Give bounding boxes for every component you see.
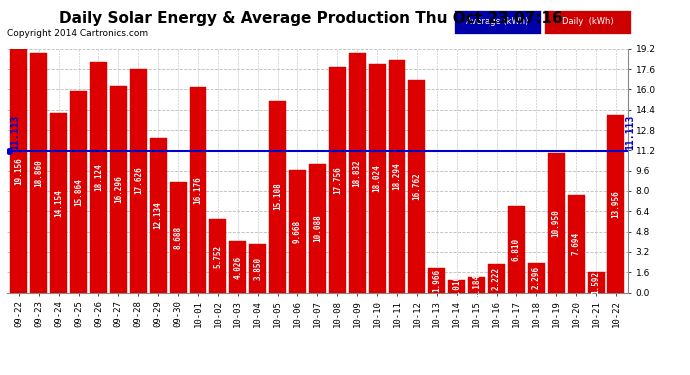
Text: 18.860: 18.860 xyxy=(34,159,43,187)
Text: 1.592: 1.592 xyxy=(591,271,600,294)
Bar xyxy=(348,53,366,292)
Bar xyxy=(408,80,425,292)
Text: 6.810: 6.810 xyxy=(512,238,521,261)
Text: 19.156: 19.156 xyxy=(14,157,23,185)
Text: 10.088: 10.088 xyxy=(313,214,322,242)
Bar xyxy=(548,153,564,292)
Bar xyxy=(469,278,485,292)
Text: 8.688: 8.688 xyxy=(174,226,183,249)
Text: Daily  (kWh): Daily (kWh) xyxy=(562,17,613,26)
Bar xyxy=(110,86,127,292)
Text: 9.668: 9.668 xyxy=(293,220,302,243)
Bar xyxy=(607,116,624,292)
Bar xyxy=(309,164,326,292)
Text: 1.016: 1.016 xyxy=(452,274,461,298)
FancyBboxPatch shape xyxy=(454,10,541,34)
Bar xyxy=(568,195,584,292)
Text: 15.108: 15.108 xyxy=(273,183,282,210)
Text: 17.756: 17.756 xyxy=(333,166,342,194)
Bar xyxy=(249,244,266,292)
Text: 18.024: 18.024 xyxy=(373,164,382,192)
Text: 7.694: 7.694 xyxy=(571,232,581,255)
Text: 1.184: 1.184 xyxy=(472,273,481,297)
Text: 12.134: 12.134 xyxy=(154,202,163,229)
Bar xyxy=(329,67,346,292)
Bar xyxy=(269,101,286,292)
Text: Copyright 2014 Cartronics.com: Copyright 2014 Cartronics.com xyxy=(7,29,148,38)
Bar xyxy=(170,182,186,292)
Bar xyxy=(210,219,226,292)
Text: 16.176: 16.176 xyxy=(193,176,202,204)
Text: 18.832: 18.832 xyxy=(353,159,362,187)
Text: 15.864: 15.864 xyxy=(74,178,83,206)
Text: 2.296: 2.296 xyxy=(532,266,541,290)
Text: 14.154: 14.154 xyxy=(54,189,63,216)
Text: 16.296: 16.296 xyxy=(114,175,123,203)
Text: 18.294: 18.294 xyxy=(393,162,402,190)
Bar xyxy=(289,170,306,292)
Bar xyxy=(388,60,406,292)
Bar xyxy=(488,264,505,292)
Text: 4.026: 4.026 xyxy=(233,255,242,279)
Text: 11.113: 11.113 xyxy=(10,114,20,150)
Bar xyxy=(448,280,465,292)
Text: 10.950: 10.950 xyxy=(552,209,561,237)
Bar xyxy=(229,242,246,292)
Bar xyxy=(428,267,445,292)
Bar xyxy=(130,69,147,292)
Bar xyxy=(90,62,107,292)
Text: 17.626: 17.626 xyxy=(134,167,143,195)
Bar xyxy=(10,49,28,292)
Text: Daily Solar Energy & Average Production Thu Oct 23 07:16: Daily Solar Energy & Average Production … xyxy=(59,11,562,26)
Text: 18.124: 18.124 xyxy=(94,164,103,191)
Bar xyxy=(588,272,604,292)
Bar xyxy=(150,138,166,292)
Text: 3.850: 3.850 xyxy=(253,256,262,280)
Text: 2.222: 2.222 xyxy=(492,267,501,290)
Bar xyxy=(190,87,206,292)
Text: 13.956: 13.956 xyxy=(611,190,620,218)
Text: 16.762: 16.762 xyxy=(413,172,422,200)
FancyBboxPatch shape xyxy=(544,10,631,34)
Text: 1.966: 1.966 xyxy=(433,268,442,292)
Bar xyxy=(528,263,545,292)
Bar xyxy=(508,206,525,292)
Bar xyxy=(30,53,47,292)
Text: 11.113: 11.113 xyxy=(626,114,635,150)
Bar xyxy=(70,91,87,292)
Bar xyxy=(368,64,386,292)
Bar xyxy=(50,113,67,292)
Text: Average (kWh): Average (kWh) xyxy=(466,17,529,26)
Text: 5.752: 5.752 xyxy=(213,244,222,267)
